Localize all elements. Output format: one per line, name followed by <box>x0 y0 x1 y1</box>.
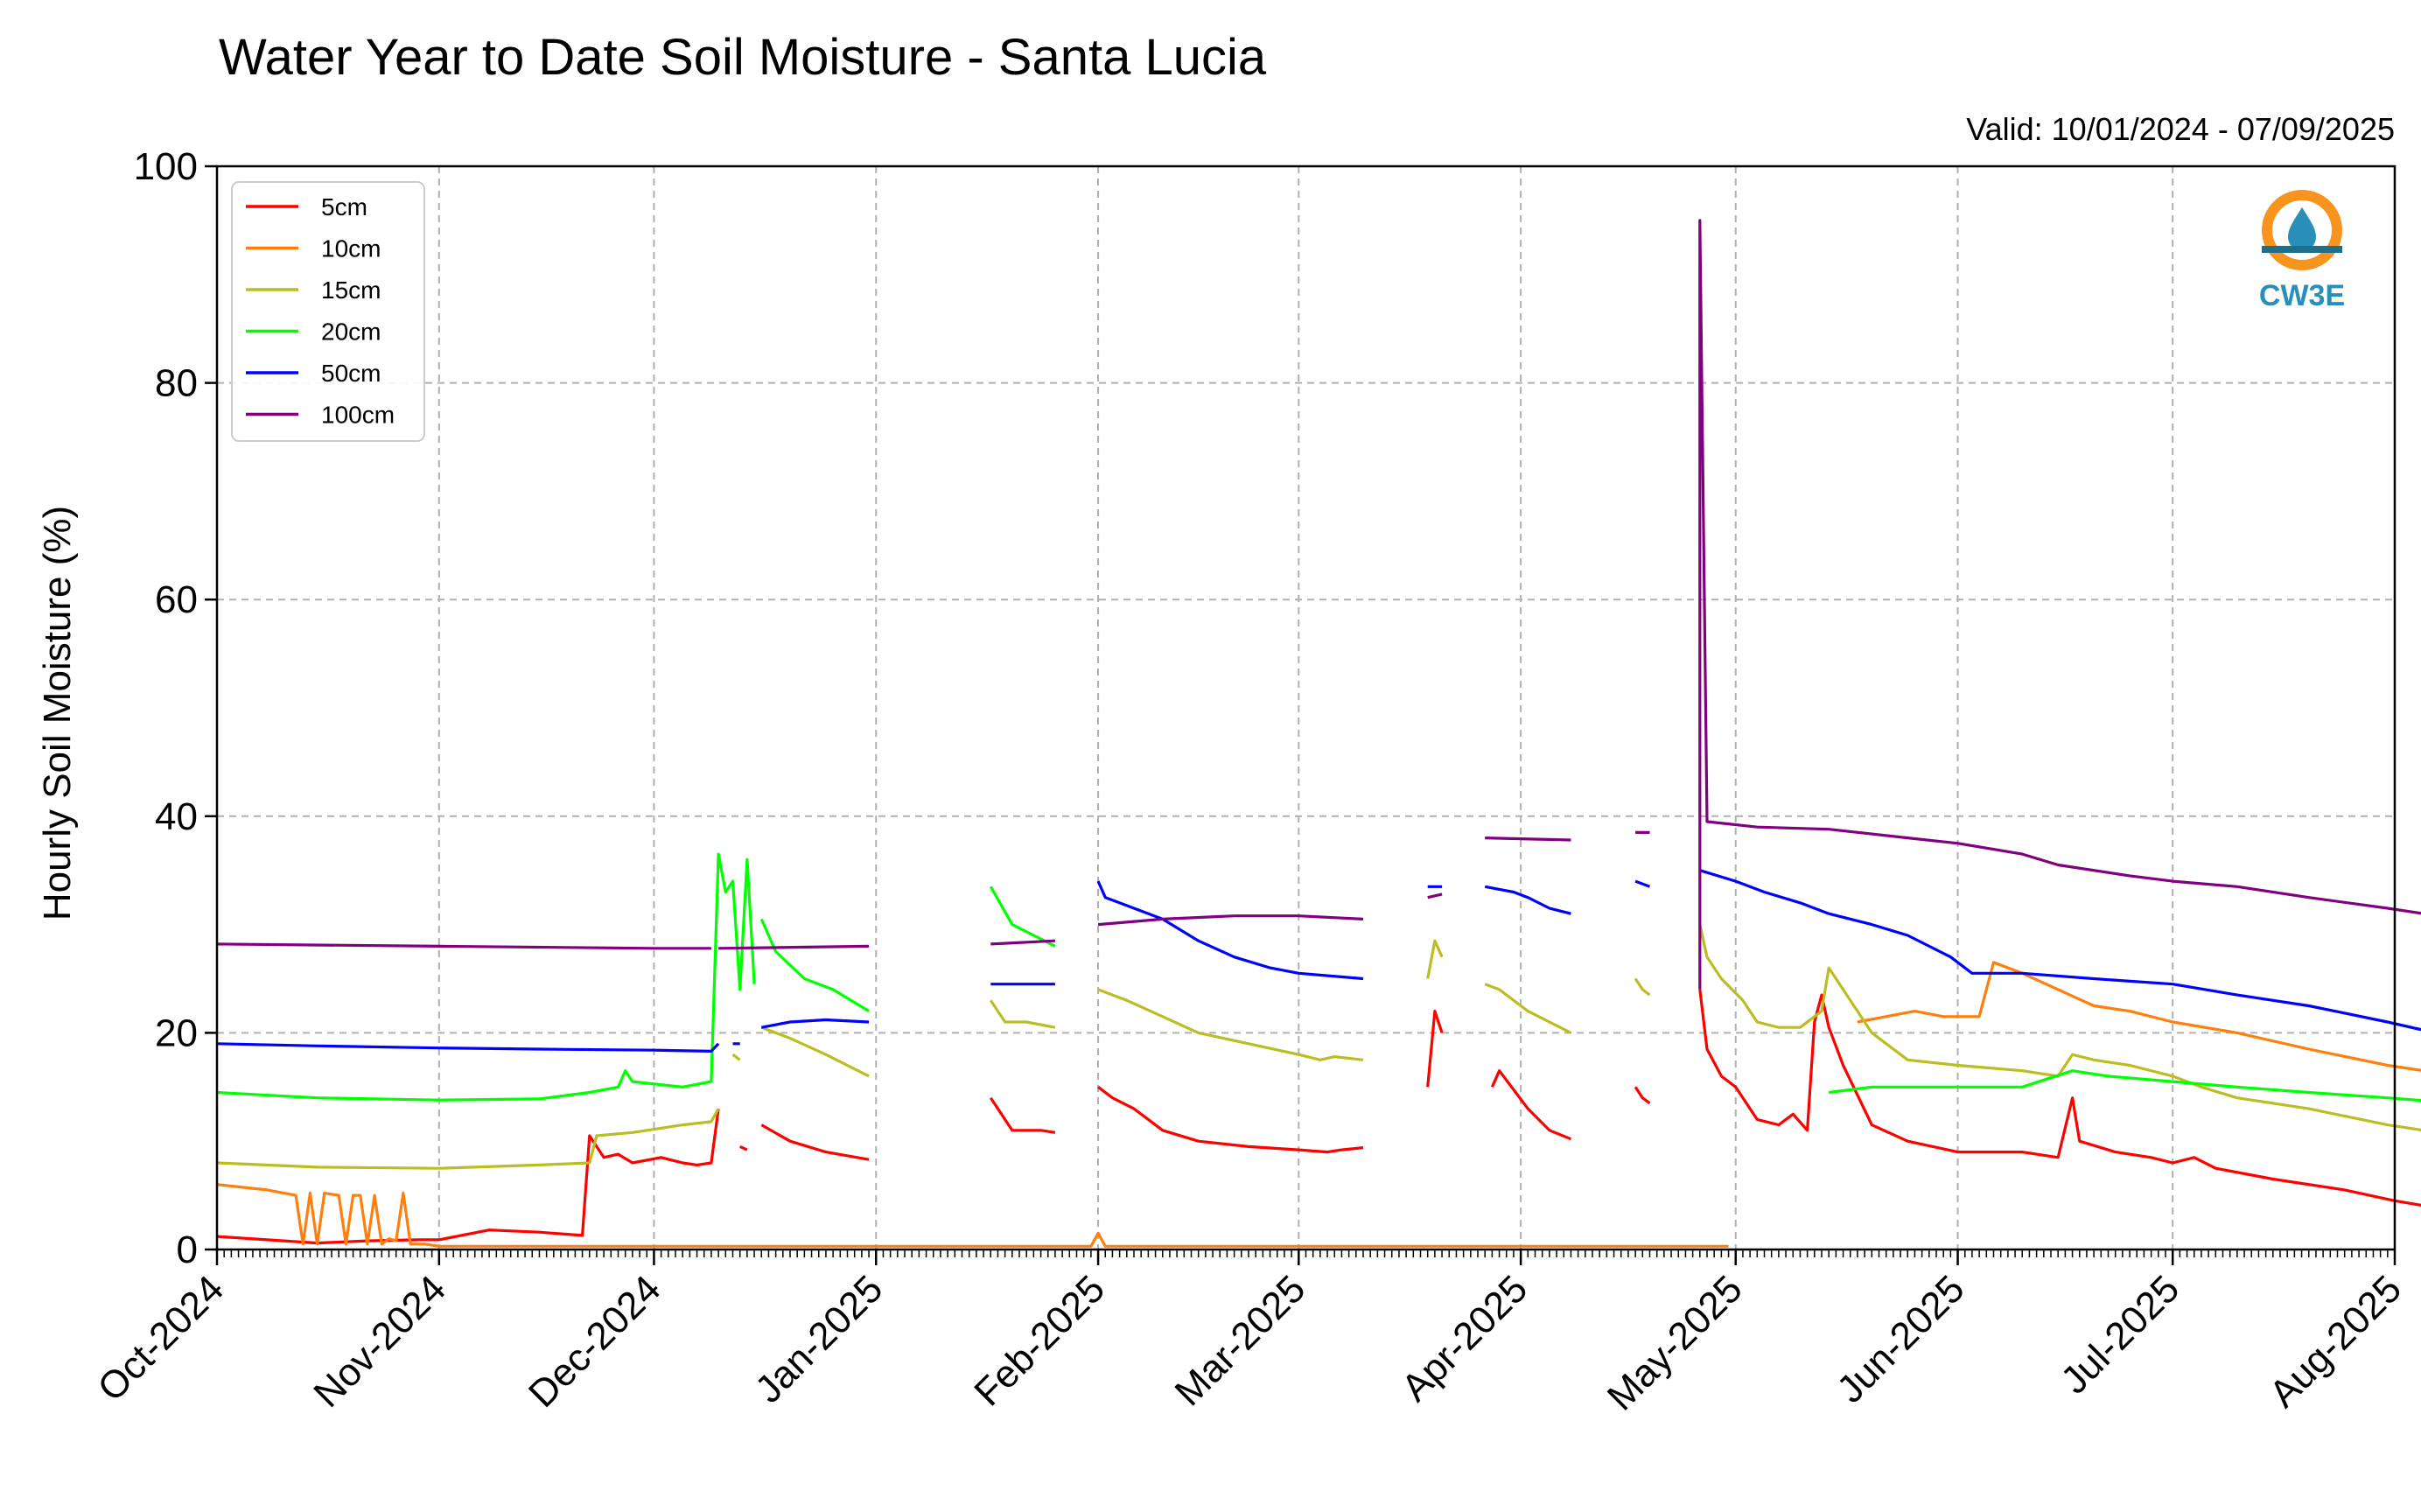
series-line-5cm <box>1097 1086 1364 1154</box>
series-line-100cm <box>1698 219 2421 990</box>
series-line-15cm <box>1097 988 1364 1061</box>
legend-label: 20cm <box>321 318 381 346</box>
series-line-5cm <box>1490 1069 1571 1141</box>
legend: 5cm 10cm 15cm 20cm 50cm 100cm <box>231 181 425 442</box>
series-line-100cm <box>1097 914 1364 927</box>
y-tick-label: 60 <box>155 578 198 621</box>
grid-layer <box>216 165 2396 1250</box>
plot-frame <box>215 164 2397 1251</box>
series-line-20cm <box>759 918 870 1012</box>
series-20cm <box>216 852 2421 1102</box>
series-line-50cm <box>1484 885 1571 915</box>
series-line-15cm <box>760 1026 870 1078</box>
series-100cm <box>216 219 2421 990</box>
chart-title: Water Year to Date Soil Moisture - Santa… <box>219 29 1267 86</box>
series-line-20cm <box>989 886 1056 948</box>
series-line-100cm <box>990 939 1055 946</box>
y-tick-label: 100 <box>134 145 198 188</box>
series-line-5cm <box>989 1096 1056 1134</box>
series-15cm <box>216 924 2421 1170</box>
series-line-5cm <box>1698 989 2421 1207</box>
cw3e-logo: CW3E <box>2259 190 2345 312</box>
logo-water-drop-icon <box>2288 207 2316 251</box>
x-tick-label: Feb-2025 <box>966 1267 1113 1414</box>
x-tick-label: May-2025 <box>1599 1267 1751 1418</box>
x-tick-label: Nov-2024 <box>305 1267 454 1416</box>
series-line-10cm <box>216 1183 1729 1248</box>
series-line-15cm <box>1484 983 1572 1034</box>
series-line-15cm <box>1634 977 1651 997</box>
series-50cm <box>216 869 2421 1053</box>
series-line-5cm <box>739 1144 748 1152</box>
series-line-15cm <box>216 1108 720 1170</box>
series-10cm <box>216 961 2421 1248</box>
legend-label: 15cm <box>321 276 381 304</box>
series-line-15cm <box>731 1053 741 1061</box>
series-line-100cm <box>1485 836 1571 842</box>
series-line-50cm <box>1634 879 1651 888</box>
x-tick-label: Aug-2025 <box>2261 1267 2410 1416</box>
series-line-20cm <box>216 852 756 1102</box>
x-tick-label: Dec-2024 <box>521 1267 669 1416</box>
y-tick-label: 40 <box>155 795 198 838</box>
y-tick-label: 80 <box>155 362 198 405</box>
legend-label: 100cm <box>321 402 395 429</box>
logo-wave-band <box>2262 246 2342 253</box>
chart-subtitle: Valid: 10/01/2024 - 07/09/2025 <box>1966 111 2395 147</box>
series-5cm <box>216 989 2421 1245</box>
series-line-100cm <box>1427 892 1443 900</box>
x-tick-label: Oct-2024 <box>89 1267 232 1410</box>
series-line-15cm <box>1426 939 1444 979</box>
series-line-5cm <box>216 1108 720 1245</box>
series-line-5cm <box>1634 1086 1651 1105</box>
y-axis-label: Hourly Soil Moisture (%) <box>36 506 79 920</box>
series-line-50cm <box>216 1042 720 1053</box>
series-line-15cm <box>989 999 1056 1029</box>
legend-label: 50cm <box>321 360 381 387</box>
x-tick-label: Jul-2025 <box>2053 1267 2187 1402</box>
series-line-50cm <box>1096 880 1364 981</box>
y-tick-label: 0 <box>177 1228 198 1271</box>
series-line-10cm <box>1857 961 2421 1072</box>
series-line-50cm <box>1699 869 2421 1032</box>
series-line-15cm <box>1698 924 2421 1132</box>
y-tick-label: 20 <box>155 1012 198 1054</box>
series-line-5cm <box>1426 1010 1444 1088</box>
axes-layer: 0 20 40 60 80 100 Oct-2024 Nov-2024 Dec-2024 Jan-… <box>89 145 2410 1418</box>
series-line-5cm <box>760 1124 870 1161</box>
legend-label: 10cm <box>321 235 381 262</box>
legend-label: 5cm <box>321 193 367 220</box>
series-line-20cm <box>1828 1069 2421 1102</box>
x-tick-label: Apr-2025 <box>1394 1267 1536 1410</box>
series-layer <box>216 219 2421 1248</box>
x-tick-label: Mar-2025 <box>1167 1267 1314 1414</box>
x-tick-label: Jun-2025 <box>1829 1267 1972 1410</box>
series-line-50cm <box>761 1018 870 1029</box>
x-tick-label: Jan-2025 <box>747 1267 891 1410</box>
logo-text: CW3E <box>2259 279 2345 312</box>
series-line-100cm <box>718 944 870 950</box>
series-line-100cm <box>216 942 711 950</box>
